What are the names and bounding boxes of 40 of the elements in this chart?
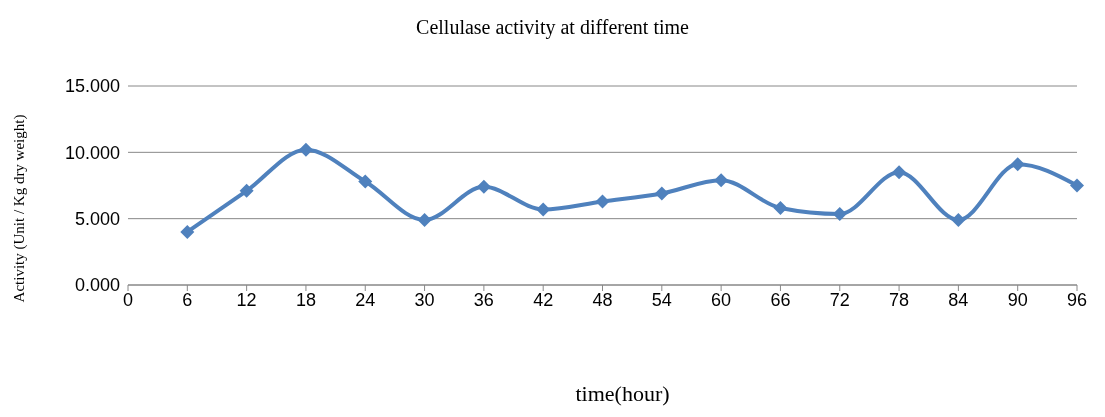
point [180,224,195,239]
x-tick-label: 54 [651,289,672,310]
point [239,183,254,198]
point [536,202,551,217]
x-tick-label: 42 [533,289,554,310]
point [1070,178,1084,193]
chart-title: Cellulase activity at different time [415,16,690,39]
x-tick-label: 18 [295,289,316,310]
x-tick-label: 6 [182,289,193,310]
point [298,142,313,157]
x-tick-label: 0 [122,289,134,310]
y-tick-label: 15.000 [64,76,120,97]
x-tick-label: 12 [236,289,257,310]
x-axis-title: time(hour) [574,381,671,407]
x-tick-label: 60 [711,289,732,310]
point [476,179,491,194]
point [892,165,907,180]
point [595,194,610,209]
y-axis-title: Activity (Unit / Kg dry weight) [11,114,29,303]
point [951,212,966,227]
x-tick-label: 30 [414,289,435,310]
y-tick-label: 5.000 [74,209,120,230]
x-tick-label: 36 [473,289,494,310]
x-tick-label: 90 [1007,289,1028,310]
x-tick-label: 66 [770,289,791,310]
point [417,212,432,227]
point [714,173,729,188]
point [358,174,373,189]
x-tick-label: 24 [355,289,376,310]
x-tick-label: 72 [829,289,850,310]
x-tick-label: 48 [592,289,613,310]
x-tick-label: 78 [889,289,910,310]
y-tick-label: 0.000 [74,275,120,296]
x-tick-label: 96 [1066,289,1088,310]
point [654,186,669,201]
point [773,201,788,216]
point [832,207,847,222]
y-tick-label: 10.000 [64,142,120,163]
x-tick-label: 84 [948,289,969,310]
point [1010,157,1025,172]
